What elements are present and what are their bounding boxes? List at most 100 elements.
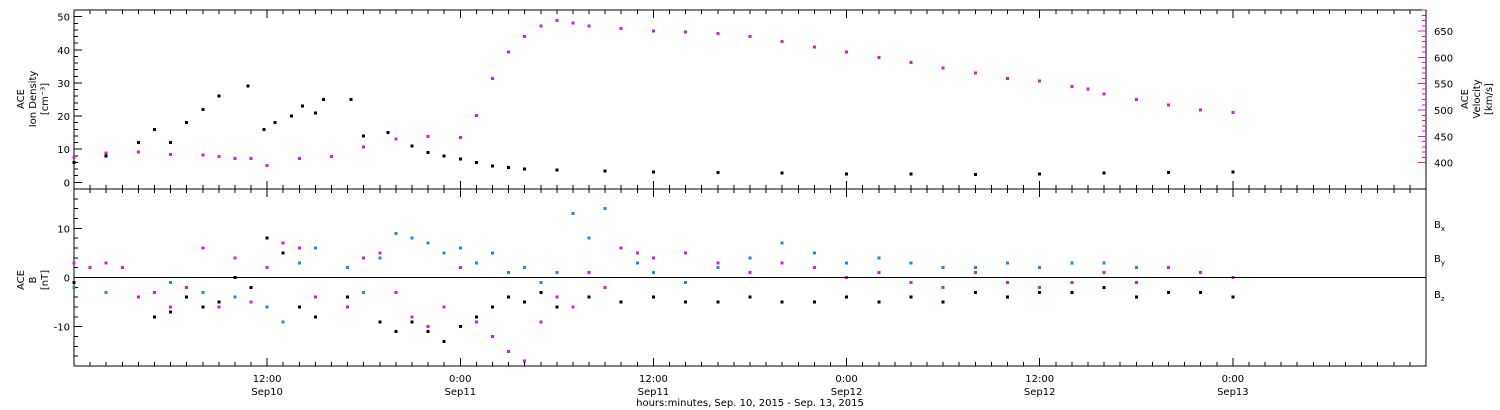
data-point [684, 30, 688, 34]
time-tick-label: 12:00 [639, 374, 668, 385]
data-point [507, 50, 511, 54]
data-point [410, 236, 414, 240]
data-point [845, 295, 849, 299]
data-point [490, 164, 494, 168]
data-point [619, 300, 623, 304]
data-point [523, 359, 527, 363]
data-point [716, 266, 720, 270]
data-point [72, 261, 76, 265]
data-point [780, 241, 784, 245]
density-axis-title-line-3: [cm⁻³] [40, 83, 51, 115]
data-point [909, 261, 913, 265]
data-point [845, 261, 849, 265]
data-point [410, 144, 414, 148]
data-point [1231, 295, 1235, 299]
data-point [684, 300, 688, 304]
data-point [651, 170, 655, 174]
data-point [716, 170, 720, 174]
data-point [169, 310, 173, 314]
data-point [490, 251, 494, 255]
data-point [233, 256, 237, 260]
data-point [426, 241, 430, 245]
data-point [1134, 280, 1138, 284]
data-point [1038, 79, 1042, 83]
data-point [1199, 271, 1203, 275]
data-point [297, 305, 301, 309]
data-point [1006, 261, 1010, 265]
data-point [313, 246, 317, 250]
data-point [246, 84, 250, 88]
data-point [426, 151, 430, 155]
data-point [1102, 261, 1106, 265]
magnetic-tick-label: 10 [57, 224, 70, 235]
data-point [201, 246, 205, 250]
data-point [603, 285, 607, 289]
data-point [523, 34, 527, 38]
data-point [313, 315, 317, 319]
data-point [941, 266, 945, 270]
data-point [587, 236, 591, 240]
data-point [217, 94, 221, 98]
magnetic-field-panel: -10 0 10 ACE B [nT] Bx By Bz [16, 188, 1445, 367]
velocity-tick-label: 650 [1434, 27, 1453, 38]
time-tick-label: 0:00 [1222, 374, 1244, 385]
data-point [313, 111, 317, 115]
data-point [474, 261, 478, 265]
time-tick-label: 0:00 [449, 374, 471, 385]
data-point [1134, 266, 1138, 270]
magnetic-field-points [72, 207, 1235, 363]
data-point [684, 280, 688, 284]
data-point [281, 241, 285, 245]
data-point [941, 300, 945, 304]
magnetic-tick-label: 0 [64, 274, 70, 285]
data-point [410, 315, 414, 319]
data-point [362, 290, 366, 294]
data-point [1231, 170, 1235, 174]
data-point [72, 285, 76, 289]
data-point [1086, 87, 1090, 91]
data-point [442, 305, 446, 309]
data-point [378, 251, 382, 255]
data-point [635, 261, 639, 265]
data-point [651, 256, 655, 260]
data-point [265, 266, 269, 270]
data-point [555, 271, 559, 275]
time-tick-label: 0:00 [835, 374, 857, 385]
data-point [410, 320, 414, 324]
density-axis-title-line-1: ACE [16, 89, 27, 109]
data-point [201, 107, 205, 111]
data-point [555, 168, 559, 172]
data-point [973, 271, 977, 275]
data-point [346, 305, 350, 309]
data-point [72, 280, 76, 284]
density-velocity-points [72, 19, 1235, 176]
data-point [587, 24, 591, 28]
data-point [1102, 92, 1106, 96]
density-velocity-panel: 0 10 20 30 40 50 400 450 500 550 600 650 ACE Ion D… [16, 9, 1495, 190]
day-tick-label: Sep10 [251, 387, 283, 398]
data-point [136, 295, 140, 299]
data-point [362, 134, 366, 138]
density-axis-title-line-2: Ion Density [28, 71, 39, 128]
data-point [104, 290, 108, 294]
data-point [973, 290, 977, 294]
velocity-axis-title-line-1: ACE [1460, 89, 1471, 109]
density-tick-label: 50 [57, 13, 70, 24]
day-tick-label: Sep13 [1217, 387, 1249, 398]
data-point [249, 285, 253, 289]
data-point [426, 134, 430, 138]
data-point [1231, 111, 1235, 115]
data-point [120, 266, 124, 270]
data-point [281, 320, 285, 324]
data-point [1166, 170, 1170, 174]
data-point [265, 236, 269, 240]
data-point [1006, 280, 1010, 284]
data-point [394, 231, 398, 235]
data-point [88, 266, 92, 270]
data-point [555, 19, 559, 23]
data-point [812, 300, 816, 304]
magnetic-axis-title-line-3: [nT] [40, 270, 51, 290]
data-point [587, 271, 591, 275]
data-point [301, 104, 305, 108]
